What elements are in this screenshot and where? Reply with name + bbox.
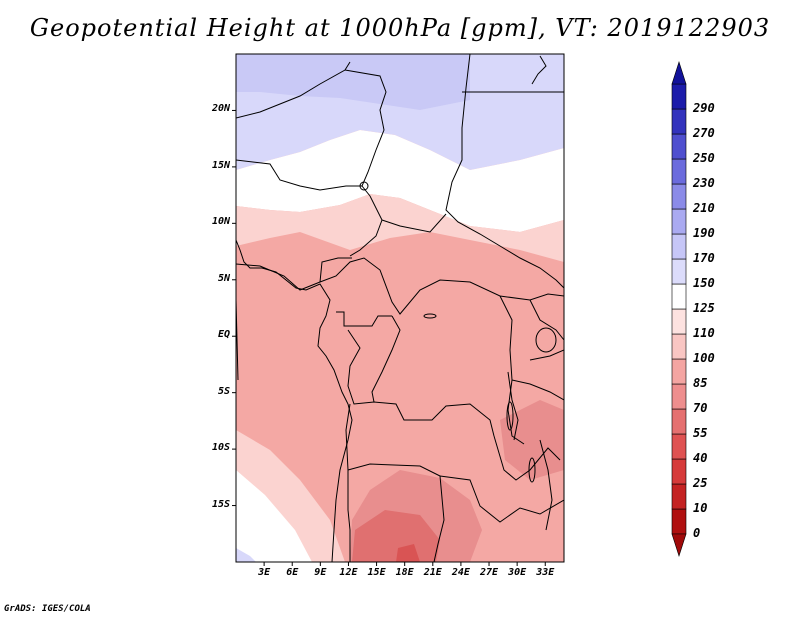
colorbar-segment xyxy=(671,433,687,460)
colorbar-segment xyxy=(671,358,687,385)
height-field-pink-band xyxy=(236,194,564,262)
colorbar-segment xyxy=(671,133,687,160)
height-field-blue-corner xyxy=(236,548,256,562)
colorbar-label: 210 xyxy=(693,201,715,215)
colorbar-label: 0 xyxy=(693,526,701,540)
colorbar-label: 290 xyxy=(693,101,715,115)
height-field-white-southwest xyxy=(236,470,312,562)
colorbar-label: 170 xyxy=(693,251,715,265)
colorbar-segment xyxy=(671,383,687,410)
height-field-rose-east xyxy=(500,400,564,480)
colorbar-label: 25 xyxy=(693,476,708,490)
colorbar-label: 40 xyxy=(693,451,708,465)
colorbar-segment xyxy=(671,458,687,485)
colorbar-label: 190 xyxy=(693,226,715,240)
colorbar xyxy=(671,61,687,557)
colorbar-segment xyxy=(671,308,687,335)
lon-tick-label: 3E xyxy=(258,567,271,578)
axis-ticks xyxy=(232,109,546,566)
colorbar-segment xyxy=(671,508,687,535)
colorbar-label: 250 xyxy=(693,151,715,165)
colorbar-label: 150 xyxy=(693,276,715,290)
lon-tick-label: 6E xyxy=(286,567,299,578)
colorbar-label: 10 xyxy=(693,501,708,515)
height-field-white-band xyxy=(236,130,564,232)
map-frame xyxy=(235,53,565,563)
colorbar-segment xyxy=(671,483,687,510)
colorbar-label: 270 xyxy=(693,126,715,140)
height-field-deep-red xyxy=(396,544,420,562)
lon-tick-label: 30E xyxy=(508,567,527,578)
colorbar-label: 230 xyxy=(693,176,715,190)
lat-tick-label: EQ xyxy=(217,329,230,341)
lat-tick-label: 15S xyxy=(211,498,230,510)
colorbar-segment xyxy=(671,183,687,210)
lon-tick-label: 12E xyxy=(339,567,358,578)
colorbar-segment xyxy=(671,283,687,310)
colorbar-label: 85 xyxy=(693,376,708,390)
country-borders xyxy=(236,54,564,562)
lon-tick-label: 27E xyxy=(479,567,499,578)
lat-tick-label: 20N xyxy=(211,103,230,115)
colorbar-segment xyxy=(671,108,687,135)
colorbar-high-extend xyxy=(671,61,687,85)
lon-tick-label: 18E xyxy=(395,567,414,578)
lat-tick-label: 5S xyxy=(217,385,230,397)
colorbar-segment xyxy=(671,258,687,285)
lat-tick-label: 10N xyxy=(211,216,230,228)
software-credit: GrADS: IGES/COLA xyxy=(4,604,91,614)
lon-tick-label: 15E xyxy=(367,567,386,578)
colorbar-segment xyxy=(671,333,687,360)
colorbar-label: 100 xyxy=(693,351,715,365)
lon-tick-label: 21E xyxy=(423,567,442,578)
colorbar-label: 110 xyxy=(693,326,715,340)
lon-tick-label: 33E xyxy=(536,567,555,578)
colorbar-label: 55 xyxy=(693,426,708,440)
colorbar-segment xyxy=(671,408,687,435)
height-field-blue-core xyxy=(236,54,470,110)
lakes xyxy=(359,181,557,483)
colorbar-segment xyxy=(671,208,687,235)
height-field-red-south xyxy=(352,510,440,562)
lat-tick-label: 15N xyxy=(211,159,230,171)
colorbar-segment xyxy=(671,83,687,110)
colorbar-segment xyxy=(671,158,687,185)
lon-tick-label: 24E xyxy=(451,567,470,578)
chart-title: Geopotential Height at 1000hPa [gpm], VT… xyxy=(29,14,771,42)
colorbar-segment xyxy=(671,233,687,260)
lat-tick-label: 5N xyxy=(217,272,230,284)
colorbar-label: 70 xyxy=(693,401,708,415)
colorbar-label: 125 xyxy=(693,301,715,315)
colorbar-low-extend xyxy=(671,533,687,557)
lon-tick-label: 9E xyxy=(314,567,327,578)
lat-tick-label: 10S xyxy=(211,442,230,454)
